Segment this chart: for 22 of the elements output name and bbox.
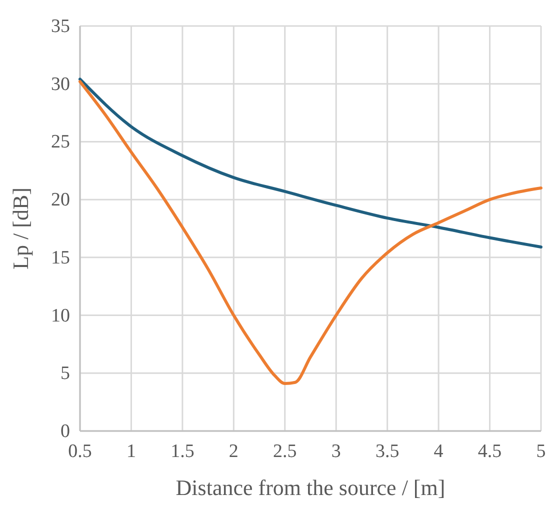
y-tick-label: 5: [60, 363, 70, 384]
x-axis-title: Distance from the source / [m]: [176, 475, 446, 500]
y-tick-label: 30: [51, 74, 70, 95]
y-tick-label: 0: [60, 421, 70, 442]
y-tick-label: 25: [51, 132, 70, 153]
x-tick-label: 2: [228, 441, 238, 462]
y-tick-label: 20: [51, 190, 70, 211]
x-tick-label: 4.5: [478, 441, 502, 462]
x-tick-label: 3.5: [375, 441, 400, 462]
x-tick-label: 4: [434, 441, 444, 462]
y-axis-title: Lp / [dB]: [8, 188, 33, 270]
x-tick-label: 1: [126, 441, 136, 462]
x-tick-label: 1.5: [170, 441, 194, 462]
x-tick-label: 2.5: [273, 441, 297, 462]
x-tick-label: 5: [536, 441, 546, 462]
x-tick-label: 3: [331, 441, 341, 462]
y-tick-label: 10: [51, 305, 70, 326]
line-series: [78, 78, 542, 249]
line-series: [78, 80, 542, 386]
x-tick-label: 0.5: [68, 441, 92, 462]
y-tick-label: 35: [51, 16, 70, 37]
y-tick-label: 15: [51, 247, 70, 268]
